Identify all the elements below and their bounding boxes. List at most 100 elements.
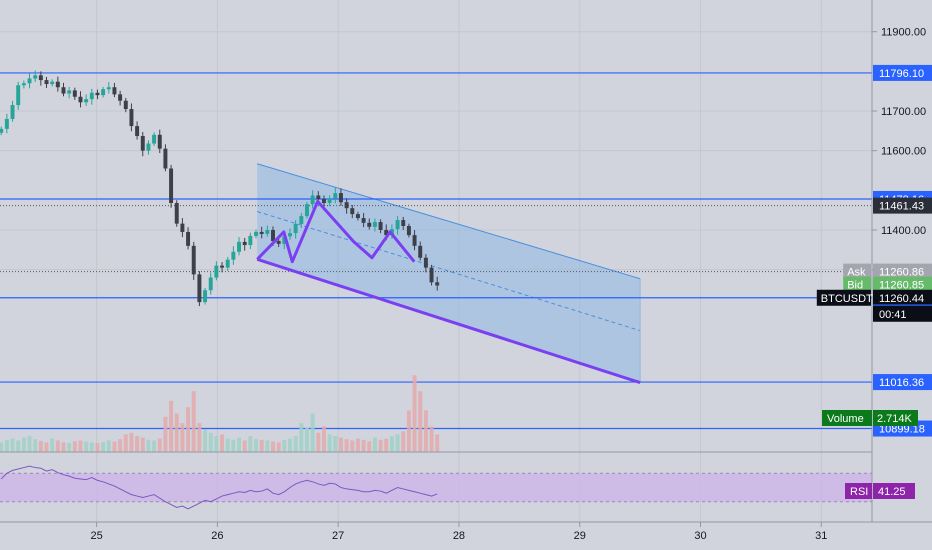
candle-body bbox=[72, 90, 77, 97]
candle-body bbox=[0, 128, 4, 133]
volume-bar bbox=[265, 440, 270, 452]
volume-bar bbox=[372, 437, 377, 452]
candle-body bbox=[180, 223, 185, 232]
price-tags: 11796.1011478.1611016.3610899.1811461.43… bbox=[816, 64, 932, 499]
candle-body bbox=[169, 168, 174, 204]
channel-upper-line[interactable] bbox=[257, 163, 641, 280]
candle-body bbox=[237, 241, 242, 252]
volume-bar bbox=[299, 423, 304, 452]
candle-body bbox=[61, 87, 66, 94]
rsi-pane[interactable] bbox=[0, 465, 872, 510]
volume-bar bbox=[367, 441, 372, 452]
volume-bar bbox=[378, 439, 383, 452]
candle-body bbox=[406, 226, 411, 236]
candle-body bbox=[321, 199, 326, 204]
price-tag-prefix: BTCUSDT bbox=[821, 293, 873, 305]
candle-body bbox=[265, 229, 270, 234]
volume-bar bbox=[95, 443, 100, 452]
candle-body bbox=[299, 216, 304, 225]
volume-bar bbox=[152, 440, 157, 452]
candle-body bbox=[435, 282, 440, 286]
volume-bar bbox=[157, 438, 162, 452]
price-tag-label: 11260.85 bbox=[879, 280, 924, 292]
candle-body bbox=[333, 193, 338, 199]
candle-body bbox=[248, 235, 253, 246]
volume-value-bg bbox=[873, 410, 918, 426]
volume-bar bbox=[112, 441, 117, 452]
rsi-band bbox=[0, 473, 872, 502]
regression-channel[interactable] bbox=[257, 163, 641, 383]
candle-body bbox=[191, 245, 196, 275]
candle-body bbox=[231, 251, 236, 260]
candle-body bbox=[67, 90, 72, 94]
rsi-line[interactable] bbox=[0, 465, 438, 510]
pattern-polyline[interactable] bbox=[256, 199, 416, 264]
volume-bar bbox=[44, 442, 49, 452]
volume-bar bbox=[186, 407, 191, 452]
candle-body bbox=[401, 220, 406, 226]
candle-body bbox=[186, 231, 191, 246]
horizontal-levels[interactable] bbox=[0, 72, 872, 430]
candle-body bbox=[44, 80, 49, 85]
volume-bar bbox=[180, 423, 185, 452]
price-tag-label: 10899.18 bbox=[879, 424, 925, 436]
candle-body bbox=[174, 203, 179, 224]
volume-bars bbox=[0, 375, 440, 452]
pattern-drawing[interactable] bbox=[256, 199, 641, 385]
candle-body bbox=[55, 81, 60, 88]
time-tick-label: 26 bbox=[211, 530, 223, 542]
countdown-bg bbox=[873, 305, 932, 322]
time-tick-label: 31 bbox=[815, 530, 827, 542]
candle-body bbox=[129, 109, 134, 127]
rsi-name: RSI bbox=[850, 486, 868, 498]
price-tag-prefix: Bid bbox=[847, 280, 863, 292]
candle-body bbox=[276, 241, 281, 244]
candle-body bbox=[10, 105, 15, 119]
candle-body bbox=[84, 99, 89, 103]
volume-bar bbox=[225, 438, 230, 452]
volume-bar bbox=[55, 440, 60, 452]
volume-bar bbox=[21, 437, 26, 452]
candle-body bbox=[423, 257, 428, 268]
price-tag-prefix-bg bbox=[843, 276, 871, 293]
volume-bar bbox=[423, 410, 428, 452]
volume-bar bbox=[27, 436, 32, 452]
time-tick-label: 25 bbox=[90, 530, 102, 542]
volume-bar bbox=[429, 426, 434, 452]
volume-bar bbox=[101, 442, 106, 452]
price-tag-label: 11016.36 bbox=[879, 377, 924, 389]
volume-bar bbox=[4, 439, 9, 452]
volume-bar bbox=[237, 437, 242, 452]
volume-bar bbox=[10, 438, 15, 452]
volume-bar bbox=[50, 438, 55, 452]
candle-body bbox=[140, 135, 145, 151]
candlesticks bbox=[0, 70, 440, 307]
volume-bar bbox=[338, 437, 343, 452]
rsi-name-bg bbox=[845, 483, 872, 499]
time-axis[interactable]: 25 26 27 28 29 30 31 bbox=[90, 522, 827, 542]
candle-body bbox=[152, 134, 157, 144]
candle-body bbox=[89, 92, 94, 100]
volume-bar bbox=[146, 439, 151, 452]
candle-body bbox=[27, 78, 32, 84]
candle-body bbox=[50, 81, 55, 85]
volume-bar bbox=[389, 436, 394, 452]
volume-bar bbox=[418, 391, 423, 452]
candle-body bbox=[21, 83, 26, 86]
candle-body bbox=[123, 100, 128, 110]
volume-bar bbox=[78, 440, 83, 452]
volume-bar bbox=[129, 432, 134, 452]
volume-bar bbox=[0, 442, 4, 452]
volume-bar bbox=[231, 439, 236, 452]
volume-bar bbox=[401, 431, 406, 452]
candle-body bbox=[304, 204, 309, 217]
candle-body bbox=[4, 118, 9, 129]
price-tag-bg bbox=[873, 374, 932, 391]
channel-mid-line[interactable] bbox=[257, 211, 641, 332]
support-trendline[interactable] bbox=[256, 257, 641, 385]
candle-body bbox=[106, 87, 111, 90]
candle-body bbox=[135, 126, 140, 136]
price-tick-label: 11700.00 bbox=[881, 106, 926, 118]
